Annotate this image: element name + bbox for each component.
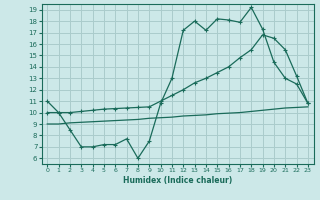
X-axis label: Humidex (Indice chaleur): Humidex (Indice chaleur) xyxy=(123,176,232,185)
